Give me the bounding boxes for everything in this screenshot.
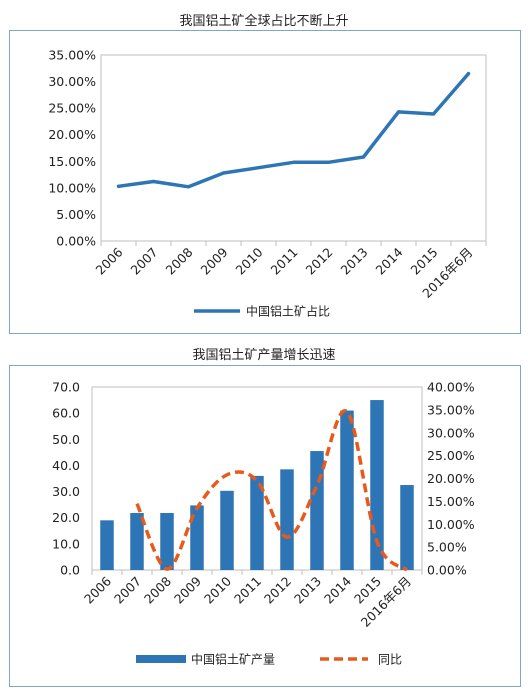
chart2-left-y-tick-label: 0.0 (60, 563, 80, 578)
chart2-bar (250, 475, 264, 570)
chart2-bar (310, 451, 324, 570)
chart1-y-tick-label: 20.00% (48, 127, 96, 142)
chart2-x-tick-label: 2006 (81, 573, 114, 606)
chart1-y-tick-label: 0.00% (56, 234, 96, 249)
chart1-y-tick-label: 35.00% (48, 48, 96, 63)
chart1-plot-area (100, 54, 487, 242)
chart2-legend-line-label: 同比 (378, 653, 402, 667)
chart1-x-tick-label: 2006 (93, 244, 126, 277)
chart1-x-tick-label: 2009 (198, 244, 231, 277)
chart2-x-tick-label: 2009 (171, 573, 204, 606)
chart2-title: 我国铝土矿产量增长迅速 (192, 348, 336, 363)
chart1-data-point (222, 171, 225, 175)
chart1-data-point (117, 184, 120, 188)
chart2-x-tick-label: 2014 (321, 573, 354, 606)
chart2-right-y-tick-label: 40.00% (427, 380, 475, 395)
chart2-bar (190, 505, 204, 570)
chart2-x-tick-label: 2012 (261, 574, 294, 607)
chart2-bar (340, 410, 354, 570)
chart2-right-y-tick-label: 5.00% (427, 540, 467, 555)
chart2-bar (130, 513, 144, 570)
chart2-right-y-tick-label: 15.00% (427, 494, 475, 509)
chart2-panel: 0.0 10.0 20.0 30.0 40.0 50.0 60.0 70.0 0.00% 5.00… (9, 365, 521, 687)
chart1-series-line (116, 71, 471, 189)
chart1-y-tick-label: 10.00% (48, 180, 96, 195)
chart2-bar (100, 520, 114, 570)
chart2-bar (400, 485, 414, 570)
chart1-title: 我国铝土矿全球占比不断上升 (179, 14, 349, 29)
chart1-x-tick-label: 2011 (268, 245, 301, 278)
chart2-left-y-tick-label: 20.0 (52, 510, 80, 525)
chart2-right-y-tick-label: 35.00% (427, 402, 475, 417)
chart2-x-tick-label: 2013 (291, 574, 324, 607)
chart1-x-tick-label: 2013 (338, 245, 371, 278)
chart1-y-tick-label: 5.00% (56, 207, 96, 222)
chart2-legend-bar-swatch (136, 655, 186, 663)
chart1-y-tick-label: 15.00% (48, 154, 96, 169)
chart2-plot: 0.0 10.0 20.0 30.0 40.0 50.0 60.0 70.0 0.00% 5.00… (52, 380, 475, 667)
chart2-legend-bar-label: 中国铝土矿产量 (191, 652, 275, 667)
chart1-y-tick-label: 25.00% (48, 101, 96, 116)
chart1-y-tick-label: 30.00% (48, 74, 96, 89)
chart2-bar (280, 469, 294, 570)
chart2-x-tick-label: 2010 (201, 573, 234, 606)
chart1-data-point (397, 110, 400, 114)
chart1-x-tick-label: 2014 (373, 244, 406, 277)
chart2-left-y-tick-label: 50.0 (52, 432, 80, 447)
chart2-right-y-tick-label: 30.00% (427, 425, 475, 440)
chart2-bar (220, 490, 234, 570)
chart2-x-tick-label: 2007 (111, 574, 144, 607)
chart1-data-point (432, 112, 435, 116)
chart2-x-tick-label: 2008 (141, 573, 174, 606)
chart1-legend-label: 中国铝土矿占比 (246, 304, 330, 319)
chart1-data-point (327, 160, 330, 164)
chart1-data-point (187, 185, 190, 189)
chart2-left-y-tick-label: 10.0 (52, 536, 80, 551)
chart2-left-y-tick-label: 60.0 (52, 406, 80, 421)
chart2-left-y-tick-label: 40.0 (52, 458, 80, 473)
chart1-x-tick-label: 2010 (233, 244, 266, 277)
chart2-yoy-line (135, 409, 409, 572)
chart1-x-tick-label: 2012 (303, 245, 336, 278)
chart1-panel: 0.00% 5.00% 10.00% 15.00% 20.00% 25.00% 30.00%… (9, 30, 521, 334)
chart1-data-point (467, 72, 470, 76)
chart1-data-point (257, 166, 260, 170)
chart1-x-tick-label: 2008 (163, 244, 196, 277)
chart2-right-y-tick-label: 10.00% (427, 517, 475, 532)
chart2-right-y-tick-label: 20.00% (427, 471, 475, 486)
chart1-data-point (362, 155, 365, 159)
chart2-left-y-tick-label: 70.0 (52, 380, 80, 395)
chart1-data-point (292, 160, 295, 164)
chart1-x-tick-label: 2007 (128, 245, 161, 278)
chart2-right-y-tick-label: 25.00% (427, 448, 475, 463)
chart2-bar (160, 513, 174, 570)
chart2-x-tick-label: 2011 (231, 574, 264, 607)
chart1-plot: 0.00% 5.00% 10.00% 15.00% 20.00% 25.00% 30.00%… (48, 48, 487, 319)
chart2-right-y-tick-label: 0.00% (427, 563, 467, 578)
chart2-left-y-tick-label: 30.0 (52, 484, 80, 499)
chart1-data-point (152, 179, 155, 183)
